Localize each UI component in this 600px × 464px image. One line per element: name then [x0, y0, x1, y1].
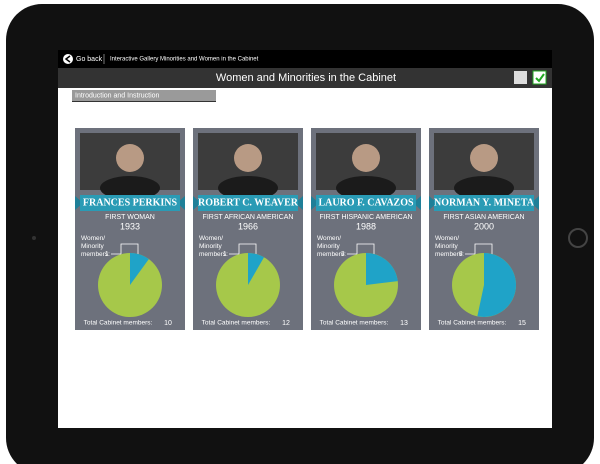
- minority-label-line: Women/: [435, 235, 459, 242]
- breadcrumb: Interactive Gallery Minorities and Women…: [110, 57, 259, 63]
- total-label: Total Cabinet members:: [84, 320, 153, 327]
- total-count: 10: [164, 320, 172, 327]
- name: LAURO F. CAVAZOS: [318, 197, 414, 208]
- minority-label-line: Minority: [317, 243, 341, 250]
- total-count: 13: [400, 320, 408, 327]
- name: NORMAN Y. MINETA: [434, 197, 535, 208]
- back-icon[interactable]: [63, 54, 73, 64]
- year: 2000: [474, 221, 494, 231]
- minority-label-line: Minority: [81, 243, 105, 250]
- print-icon[interactable]: [514, 71, 527, 84]
- total-label: Total Cabinet members:: [202, 320, 271, 327]
- minority-count: 1: [223, 251, 227, 258]
- minority-count: 3: [341, 251, 345, 258]
- minority-label-line: Minority: [199, 243, 223, 250]
- total-label: Total Cabinet members:: [320, 320, 389, 327]
- camera: [32, 236, 36, 240]
- name: ROBERT C. WEAVER: [198, 197, 299, 208]
- first-label: FIRST ASIAN AMERICAN: [443, 214, 524, 221]
- first-label: FIRST AFRICAN AMERICAN: [203, 214, 294, 221]
- total-count: 12: [282, 320, 290, 327]
- photo-head: [116, 144, 144, 172]
- minority-label-line: Minority: [435, 243, 459, 250]
- year: 1988: [356, 221, 376, 231]
- ipad-screenshot: Go back Interactive Gallery Minorities a…: [0, 0, 600, 464]
- minority-label-line: Women/: [317, 235, 341, 242]
- total-label: Total Cabinet members:: [438, 320, 507, 327]
- minority-label-line: Women/: [199, 235, 223, 242]
- minority-count: 8: [459, 251, 463, 258]
- year: 1966: [238, 221, 258, 231]
- tab-label: Introduction and Instruction: [75, 92, 160, 99]
- page-title: Women and Minorities in the Cabinet: [216, 72, 396, 84]
- photo-head: [234, 144, 262, 172]
- name: FRANCES PERKINS: [83, 197, 178, 208]
- year: 1933: [120, 221, 140, 231]
- first-label: FIRST HISPANIC AMERICAN: [319, 214, 412, 221]
- back-button[interactable]: Go back: [76, 56, 103, 63]
- total-count: 15: [518, 320, 526, 327]
- minority-count: 1: [105, 251, 109, 258]
- photo-head: [352, 144, 380, 172]
- check-icon[interactable]: [533, 71, 546, 84]
- first-label: FIRST WOMAN: [105, 214, 155, 221]
- minority-label-line: Women/: [81, 235, 105, 242]
- photo-head: [470, 144, 498, 172]
